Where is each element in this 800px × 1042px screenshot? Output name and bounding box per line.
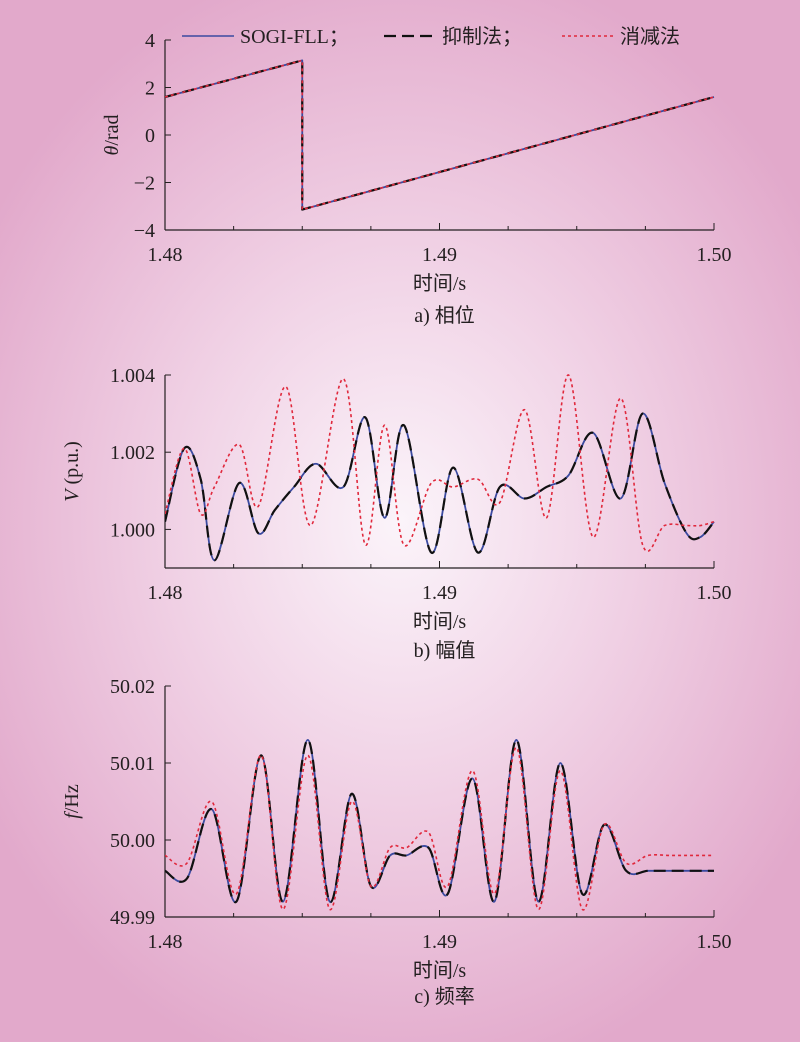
y-tick-label: 50.00 <box>110 830 155 852</box>
x-tick-label: 1.48 <box>148 582 183 604</box>
series-line-2 <box>165 412 715 562</box>
y-tick-label: −4 <box>134 220 155 242</box>
series-line-3 <box>165 59 715 211</box>
y-tick-label: 4 <box>145 30 155 52</box>
legend-label-cancel: 消减法 <box>620 25 680 48</box>
x-tick-label: 1.50 <box>697 582 732 604</box>
y-axis-label: θ/rad <box>101 115 123 156</box>
y-tick-label: 0 <box>145 125 155 147</box>
y-tick-label: 50.01 <box>110 753 155 775</box>
x-tick-label: 1.50 <box>697 931 732 953</box>
y-tick-label: 49.99 <box>110 907 155 929</box>
x-tick-label: 1.48 <box>148 931 183 953</box>
x-tick-label: 1.49 <box>422 582 457 604</box>
series-line-2 <box>165 738 714 903</box>
legend-label-sogi: SOGI-FLL； <box>240 26 349 48</box>
x-axis-label: 时间/s <box>413 272 467 295</box>
series-line-2 <box>165 59 715 211</box>
chart-panel-1: −4 −2 0 2 4 1.48 1.49 1.50 时间/s θ/rad a) 相位 <box>101 30 732 327</box>
panel-caption: a) 相位 <box>414 304 475 327</box>
series-line-1 <box>165 59 715 211</box>
y-tick-label: 1.004 <box>110 365 155 387</box>
x-tick-label: 1.50 <box>697 244 732 266</box>
x-axis-label: 时间/s <box>413 610 467 633</box>
chart-panel-3: 49.99 50.00 50.01 50.02 1.48 1.49 1.50 时间/s f/Hz… <box>61 676 732 1008</box>
panel-caption: b) 幅值 <box>414 639 476 662</box>
panel-caption: c) 频率 <box>414 985 475 1008</box>
x-tick-label: 1.48 <box>148 244 183 266</box>
x-tick-label: 1.49 <box>422 244 457 266</box>
y-axis-label: f/Hz <box>61 784 83 819</box>
series-line-3 <box>165 374 715 553</box>
series-line-1 <box>165 412 715 562</box>
y-tick-label: 1.000 <box>110 519 155 541</box>
series-line-1 <box>165 739 714 903</box>
y-tick-label: −2 <box>134 173 155 195</box>
legend-label-suppress: 抑制法； <box>442 25 522 48</box>
y-axis-label: V (p.u.) <box>61 441 83 502</box>
series-line-3 <box>165 746 714 911</box>
x-tick-label: 1.49 <box>422 931 457 953</box>
y-tick-label: 1.002 <box>110 442 155 464</box>
legend: SOGI-FLL； 抑制法； 消减法 <box>182 25 680 48</box>
y-tick-label: 2 <box>145 78 155 100</box>
x-axis-label: 时间/s <box>413 959 467 982</box>
chart-panel-2: 1.000 1.002 1.004 1.48 1.49 1.50 时间/s V (p.u.) b… <box>61 365 732 662</box>
y-tick-label: 50.02 <box>110 676 155 698</box>
